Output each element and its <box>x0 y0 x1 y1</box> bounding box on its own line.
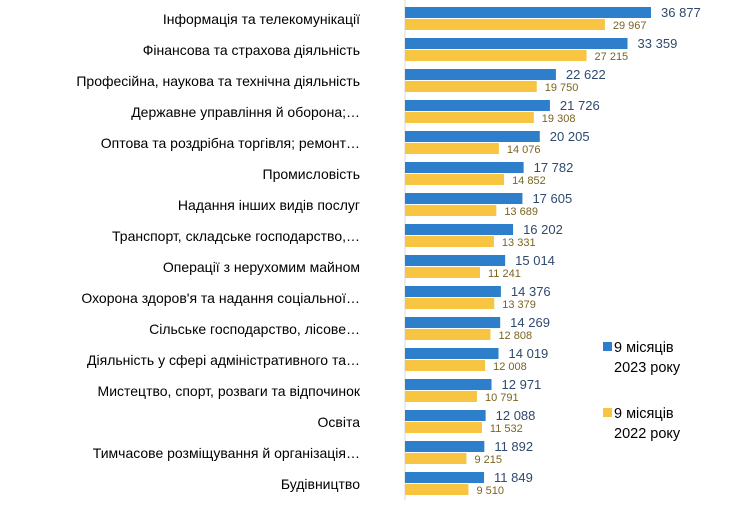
bar-2023 <box>405 379 492 390</box>
category-label: Інформація та телекомунікації <box>163 11 360 27</box>
data-label-2023: 36 877 <box>661 5 701 20</box>
bar-2023 <box>405 193 523 204</box>
bar-2022 <box>405 205 497 216</box>
legend-label: 9 місяців <box>614 406 674 422</box>
bar-2023 <box>405 131 540 142</box>
bar-2023 <box>405 224 514 235</box>
bar-2023 <box>405 38 628 49</box>
data-label-2022: 19 750 <box>545 82 579 94</box>
data-label-2022: 27 215 <box>595 51 629 63</box>
data-label-2022: 10 791 <box>485 392 519 404</box>
category-label: Професійна, наукова та технічна діяльніс… <box>76 73 360 89</box>
data-label-2022: 29 967 <box>613 20 647 32</box>
data-label-2023: 22 622 <box>566 67 606 82</box>
data-label-2023: 14 019 <box>509 346 549 361</box>
bar-2022 <box>405 298 495 309</box>
legend-swatch <box>603 408 612 417</box>
category-label: Фінансова та страхова діяльність <box>143 42 360 58</box>
legend-swatch <box>603 342 612 351</box>
category-label: Тимчасове розміщування й організація… <box>93 445 360 461</box>
bar-2022 <box>405 50 587 61</box>
category-label: Охорона здоров'я та надання соціальної… <box>81 290 360 306</box>
data-label-2023: 17 605 <box>532 191 572 206</box>
data-label-2022: 11 241 <box>488 268 521 280</box>
data-label-2023: 16 202 <box>523 222 563 237</box>
category-label: Промисловість <box>263 166 360 182</box>
data-label-2022: 13 331 <box>502 237 536 249</box>
data-label-2023: 15 014 <box>515 253 555 268</box>
legend-label: 9 місяців <box>614 340 674 356</box>
data-label-2023: 14 376 <box>511 284 551 299</box>
bar-2023 <box>405 286 501 297</box>
data-label-2023: 11 892 <box>494 439 533 454</box>
data-label-2023: 17 782 <box>534 160 574 175</box>
bar-2022 <box>405 453 467 464</box>
bar-2023 <box>405 410 486 421</box>
category-label: Діяльність у сфері адміністративного та… <box>87 352 360 368</box>
data-label-2023: 14 269 <box>510 315 550 330</box>
data-label-2022: 12 008 <box>493 361 527 373</box>
category-label: Оптова та роздрібна торгівля; ремонт… <box>101 135 360 151</box>
bar-2022 <box>405 112 534 123</box>
bar-2023 <box>405 162 524 173</box>
data-label-2023: 12 971 <box>502 377 542 392</box>
bar-2022 <box>405 267 480 278</box>
category-label: Будівництво <box>281 476 360 492</box>
data-label-2023: 20 205 <box>550 129 590 144</box>
bar-2022 <box>405 174 505 185</box>
data-label-2022: 19 308 <box>542 113 576 125</box>
bar-2023 <box>405 255 506 266</box>
data-label-2022: 13 689 <box>504 206 538 218</box>
data-label-2022: 9 510 <box>476 485 504 497</box>
bar-2022 <box>405 391 477 402</box>
bar-2023 <box>405 100 550 111</box>
category-label: Операції з нерухомим майном <box>163 259 360 275</box>
bar-2022 <box>405 360 486 371</box>
category-label: Освіта <box>318 414 361 430</box>
category-label: Транспорт, складське господарство,… <box>112 228 360 244</box>
data-label-2022: 13 379 <box>502 299 536 311</box>
bar-2022 <box>405 484 469 495</box>
category-label: Сільське господарство, лісове… <box>149 321 360 337</box>
bar-2023 <box>405 7 651 18</box>
bar-2022 <box>405 236 494 247</box>
bar-2022 <box>405 19 605 30</box>
bar-2023 <box>405 69 556 80</box>
category-label: Надання інших видів послуг <box>178 197 360 213</box>
data-label-2023: 11 849 <box>494 470 533 485</box>
bar-2022 <box>405 422 482 433</box>
data-label-2022: 12 808 <box>498 330 532 342</box>
bar-2023 <box>405 317 501 328</box>
data-label-2022: 14 852 <box>512 175 546 187</box>
data-label-2022: 11 532 <box>490 423 523 435</box>
bar-2022 <box>405 81 537 92</box>
data-label-2023: 12 088 <box>496 408 536 423</box>
bar-2023 <box>405 441 485 452</box>
legend-label: 2023 року <box>614 360 681 376</box>
data-label-2023: 21 726 <box>560 98 600 113</box>
bar-2022 <box>405 143 499 154</box>
category-label: Державне управління й оборона;… <box>131 104 360 120</box>
legend-label: 2022 року <box>614 426 681 442</box>
data-label-2022: 9 215 <box>474 454 502 466</box>
data-label-2023: 33 359 <box>638 36 678 51</box>
category-label: Мистецтво, спорт, розваги та відпочинок <box>98 383 361 399</box>
bar-2023 <box>405 348 499 359</box>
bar-2022 <box>405 329 491 340</box>
bar-2023 <box>405 472 485 483</box>
data-label-2022: 14 076 <box>507 144 541 156</box>
